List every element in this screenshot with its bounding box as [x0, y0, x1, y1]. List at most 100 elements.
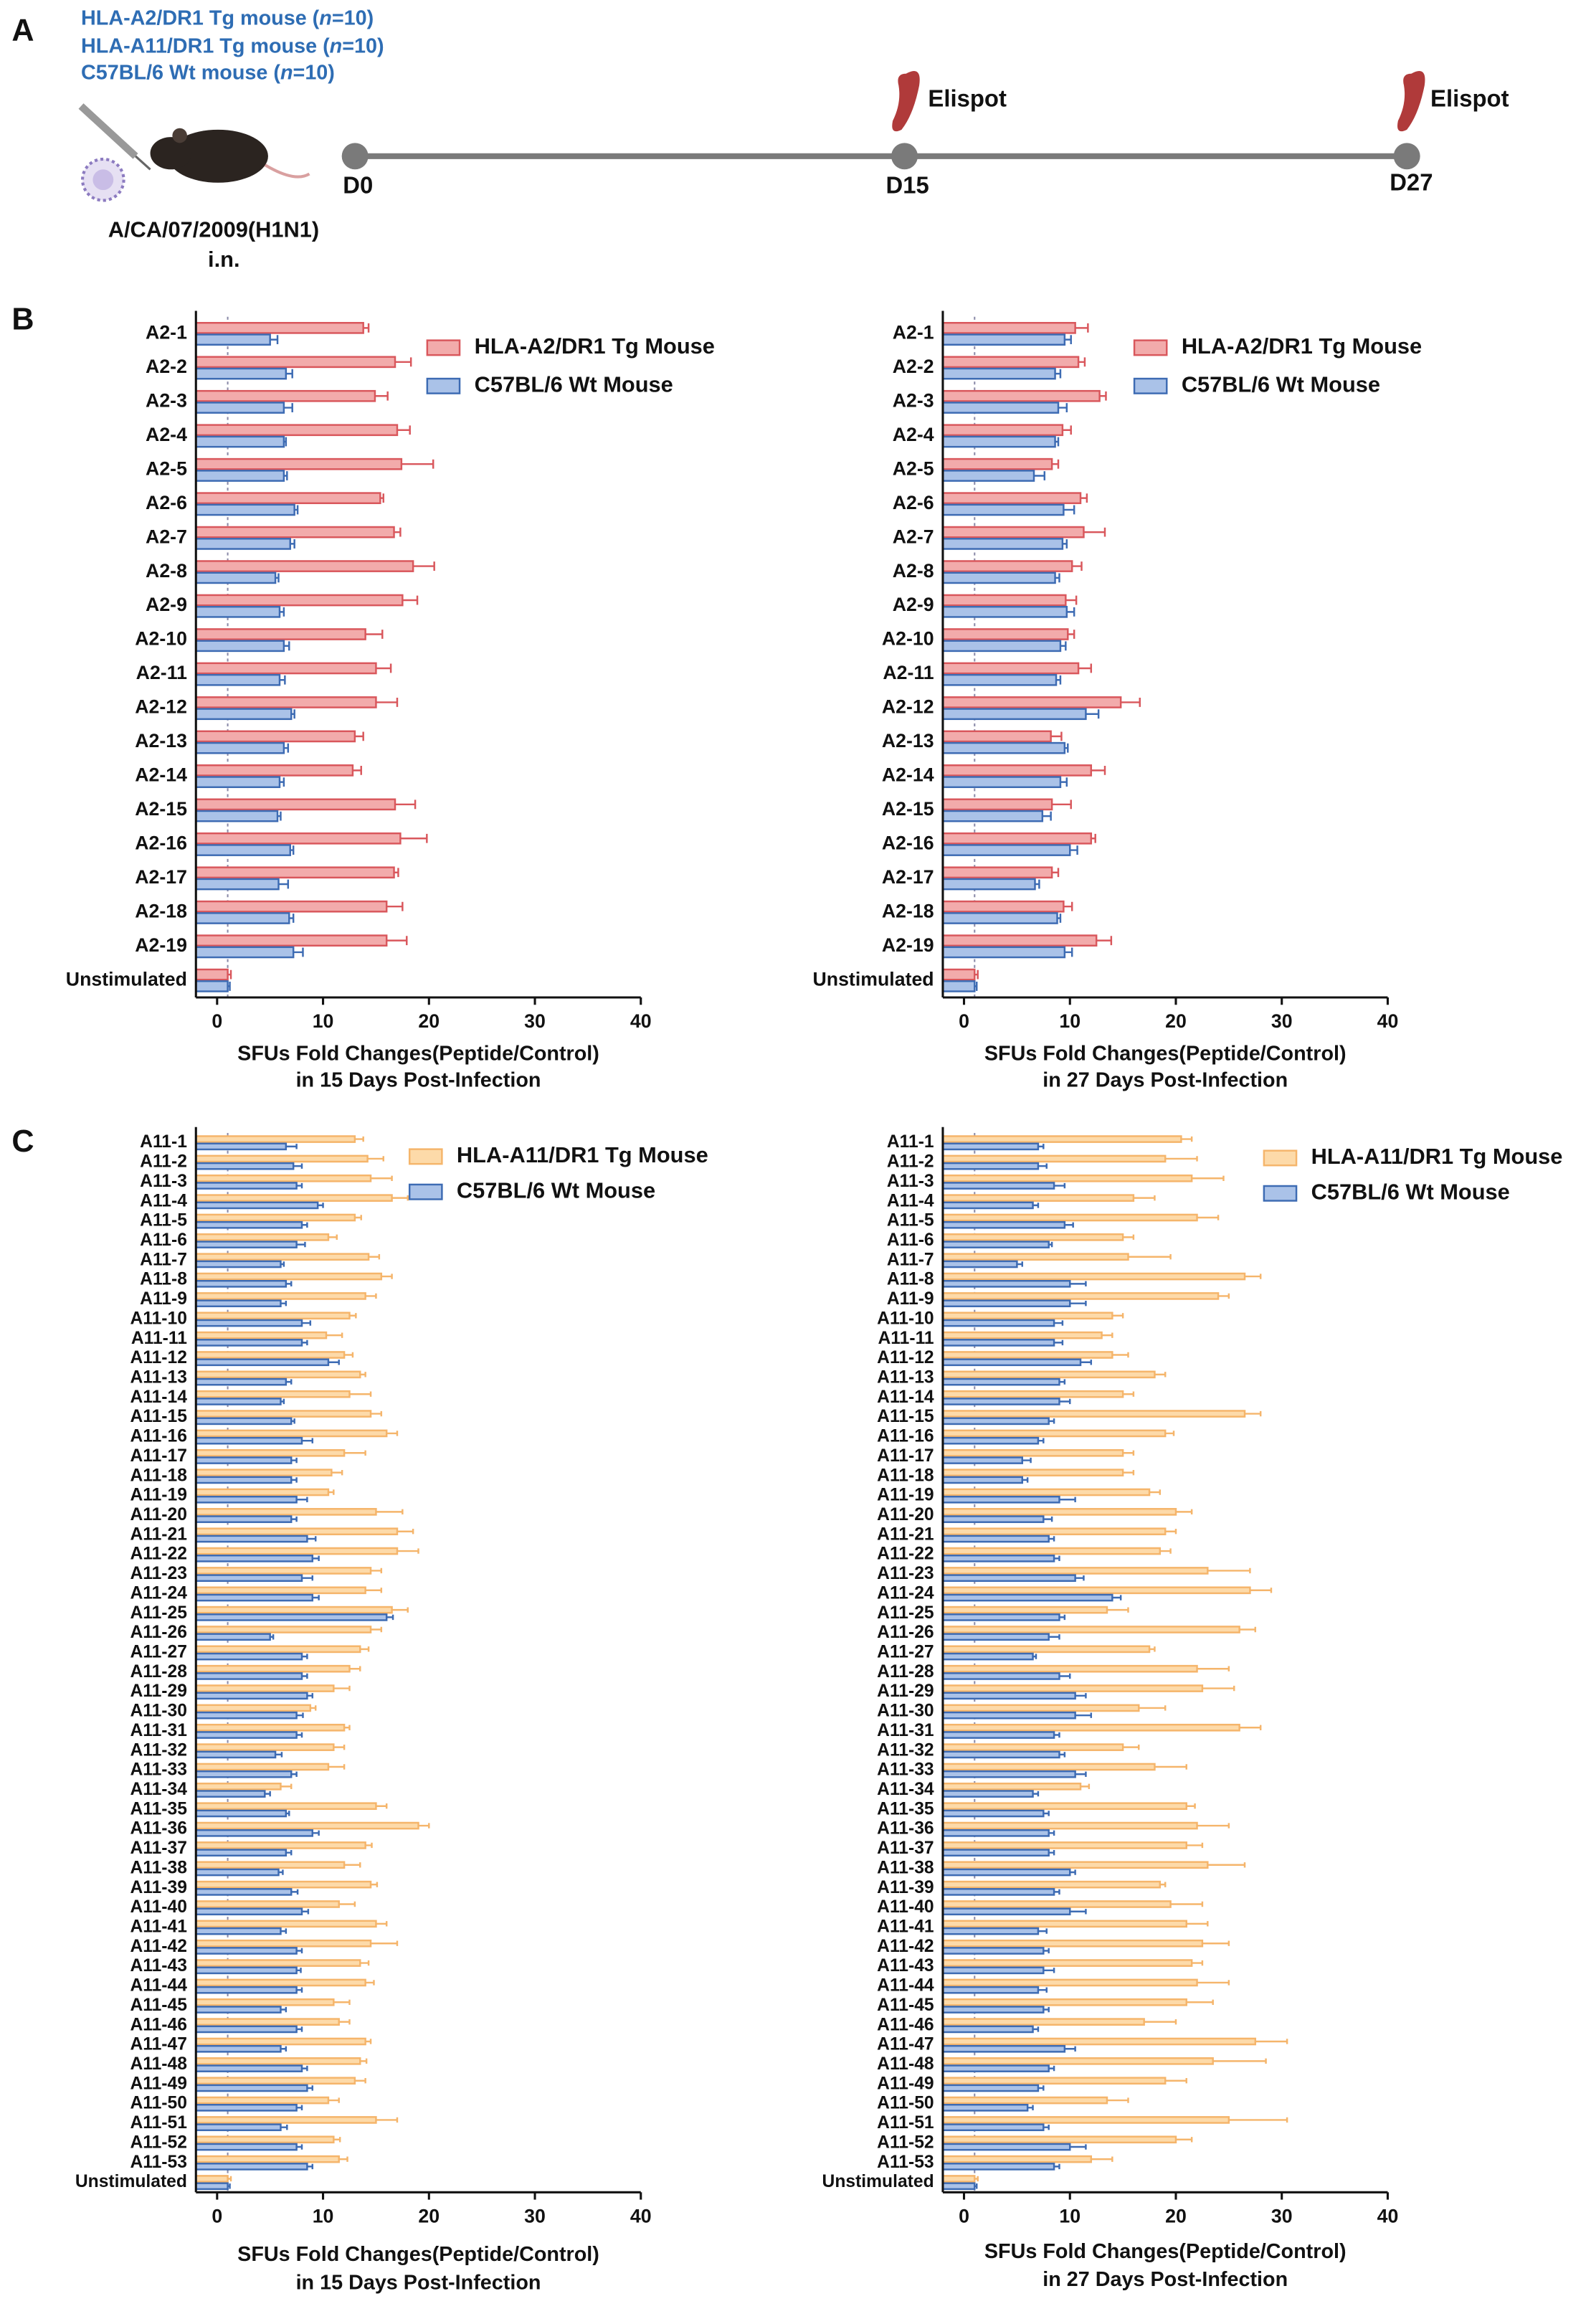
x-axis-label: SFUs Fold Changes(Peptide/Control)	[984, 2240, 1347, 2263]
error-bar	[974, 969, 979, 980]
error-bar	[974, 982, 978, 991]
error-bar	[333, 1685, 351, 1692]
bar	[195, 1626, 372, 1633]
category-label: A11-26	[877, 1623, 934, 1642]
bar	[941, 1723, 1240, 1732]
error-bar	[290, 539, 295, 549]
bar	[941, 1593, 1113, 1602]
error-bar	[371, 1175, 393, 1181]
bar	[941, 1213, 1198, 1222]
bar	[195, 457, 403, 470]
bar	[195, 946, 295, 959]
error-bar	[1202, 1940, 1230, 1946]
bar	[941, 356, 1080, 369]
bar	[941, 1841, 1187, 1849]
error-bar	[1064, 947, 1073, 957]
error-bar	[275, 573, 280, 583]
bar	[941, 1939, 1204, 1948]
category-label: A11-25	[130, 1603, 187, 1623]
bar	[941, 1633, 1050, 1641]
bar	[195, 1692, 308, 1700]
error-bar	[296, 2144, 303, 2150]
syringe-icon	[78, 103, 151, 171]
bar	[195, 673, 281, 686]
bar	[195, 389, 376, 402]
bar	[941, 934, 1098, 947]
error-bar	[302, 1339, 308, 1346]
legend-label: HLA-A2/DR1 Tg Mouse	[1182, 333, 1422, 359]
bar	[941, 1672, 1060, 1680]
bar	[195, 1790, 266, 1798]
error-bar	[291, 709, 295, 719]
category-label: A11-3	[140, 1172, 187, 1191]
legend-label: HLA-A11/DR1 Tg Mouse	[457, 1142, 708, 1167]
category-label: A11-29	[130, 1682, 186, 1701]
bar	[195, 2135, 335, 2144]
error-bar	[285, 1811, 290, 1816]
category-label: A11-36	[877, 1819, 934, 1839]
bar	[195, 1241, 298, 1248]
bar	[941, 321, 1076, 334]
group-n: n	[330, 34, 343, 57]
error-bar	[1101, 1332, 1113, 1338]
category-label: A2-5	[146, 457, 187, 479]
error-bar	[1063, 901, 1073, 911]
error-bar	[302, 2065, 308, 2072]
error-bar	[344, 1725, 351, 1730]
bar	[941, 1456, 1023, 1464]
bar	[195, 1272, 383, 1281]
bar	[195, 640, 285, 653]
error-bar	[352, 765, 362, 775]
bar	[941, 2037, 1257, 2046]
error-bar	[360, 1960, 370, 1966]
category-label: A11-39	[130, 1878, 186, 1897]
bar	[195, 1417, 293, 1426]
bar	[941, 1613, 1060, 1621]
bar	[195, 1959, 361, 1967]
error-bar	[318, 1203, 324, 1208]
error-bar	[1075, 1575, 1085, 1581]
error-bar	[1032, 1791, 1040, 1797]
bar	[195, 1966, 298, 1975]
timepoint: D0	[343, 172, 373, 199]
error-bar	[312, 1830, 320, 1836]
error-bar	[265, 1791, 271, 1797]
category-label: A11-30	[130, 1702, 186, 1721]
bar	[195, 764, 354, 777]
bar	[195, 1947, 298, 1955]
error-bar	[1123, 1391, 1135, 1397]
bar	[195, 594, 404, 607]
bar	[195, 1319, 303, 1327]
category-label: A11-12	[130, 1348, 186, 1367]
category-label: A2-7	[893, 526, 934, 547]
bar	[195, 1809, 288, 1818]
legend-swatch	[408, 1148, 443, 1165]
error-bar	[279, 675, 286, 685]
x-tick-label: 30	[524, 1010, 546, 1032]
bar	[195, 1606, 393, 1614]
error-bar	[1059, 1398, 1071, 1405]
bar	[941, 1907, 1071, 1916]
bar	[941, 1319, 1055, 1327]
category-label: Unstimulated	[822, 2172, 934, 2191]
error-bar	[1106, 1607, 1129, 1613]
bar	[941, 2025, 1034, 2034]
category-label: A11-28	[877, 1662, 934, 1682]
bar	[195, 321, 364, 334]
error-bar	[1043, 1516, 1053, 1522]
error-bar	[1165, 1156, 1198, 1162]
bar	[195, 1574, 303, 1583]
bar	[941, 1868, 1071, 1877]
error-bar	[1054, 1339, 1064, 1346]
legend-swatch	[426, 377, 461, 394]
category-label: A2-2	[146, 356, 187, 377]
error-bar	[227, 2183, 231, 2189]
group-n: n	[319, 6, 332, 29]
x-tick-label: 20	[1165, 2205, 1187, 2226]
error-bar	[289, 914, 295, 923]
category-label: A11-25	[877, 1603, 934, 1623]
error-bar	[283, 437, 288, 447]
legend-label: C57BL/6 Wt Mouse	[475, 371, 673, 397]
bar	[941, 2155, 1093, 2163]
category-label: A11-10	[130, 1309, 186, 1328]
